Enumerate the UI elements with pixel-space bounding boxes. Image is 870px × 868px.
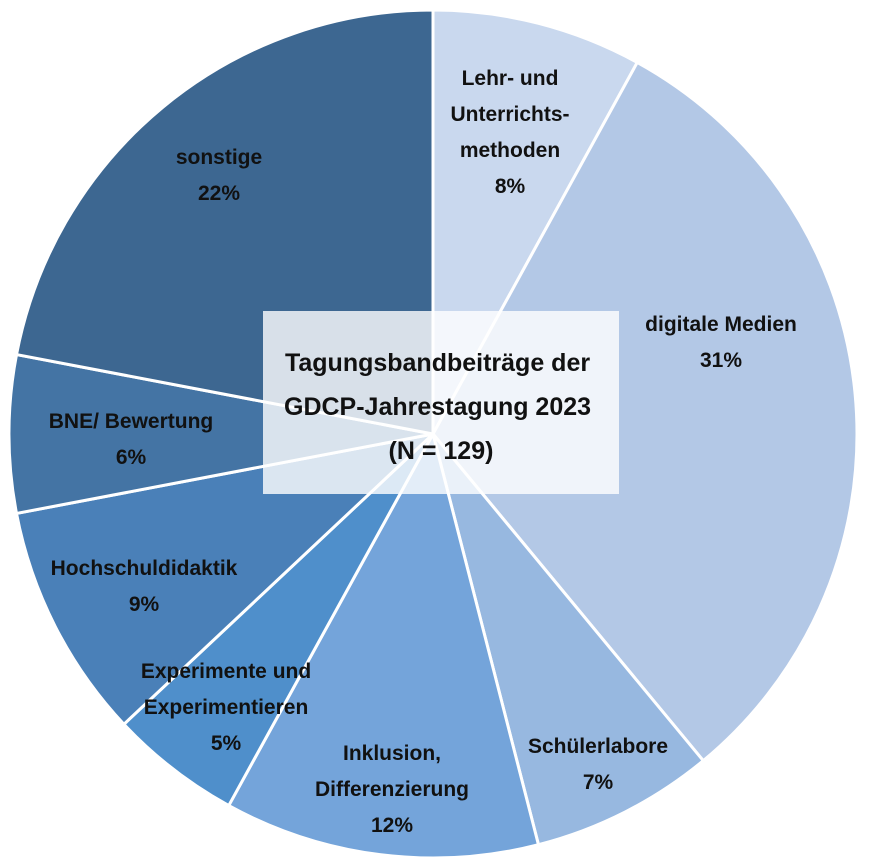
pie-slice-6 [15, 432, 435, 726]
slice-label-line: Experimente und [141, 660, 311, 683]
slice-label-line: Hochschuldidaktik [51, 557, 238, 580]
chart-title: Tagungsbandbeiträge der GDCP-Jahrestagun… [284, 349, 598, 465]
pie-slice-7 [7, 353, 435, 515]
slice-label-8: sonstige 22% [176, 146, 262, 205]
pie-slices [7, 8, 859, 860]
slice-label-1: Lehr- und Unterrichts-methoden 8% [450, 67, 569, 198]
slice-label-line: Differenzierung [315, 778, 469, 801]
slice-percent: 7% [583, 771, 614, 794]
slice-percent: 6% [116, 446, 147, 469]
chart-title-box [263, 311, 619, 494]
slice-label-6: Hochschuldidaktik 9% [51, 557, 238, 616]
slice-percent: 8% [495, 175, 526, 198]
slice-label-line: Schülerlabore [528, 735, 668, 758]
pie-slice-2 [431, 60, 859, 763]
slice-label-line: methoden [460, 139, 560, 162]
chart-title-line-2: GDCP-Jahrestagung 2023 [284, 393, 591, 421]
slice-label-3: Schülerlabore 7% [528, 735, 668, 794]
slice-label-4: Inklusion, Differenzierung 12% [315, 742, 469, 837]
slice-label-line: Experimentieren [144, 696, 309, 719]
slice-label-5: Experimente und Experimentieren 5% [141, 660, 311, 755]
slice-percent: 9% [129, 593, 160, 616]
pie-slice-4 [227, 432, 540, 860]
slice-label-7: BNE/ Bewertung 6% [49, 410, 214, 469]
chart-title-line-3: (N = 129) [389, 437, 494, 465]
chart-title-line-1: Tagungsbandbeiträge der [285, 349, 590, 377]
slice-label-2: digitale Medien 31% [645, 313, 797, 372]
slice-label-line: BNE/ Bewertung [49, 410, 214, 433]
slice-label-line: digitale Medien [645, 313, 797, 336]
slice-percent: 31% [700, 349, 742, 372]
slice-percent: 5% [211, 732, 242, 755]
slice-label-line: Lehr- und [462, 67, 559, 90]
slice-labels: Lehr- und Unterrichts-methoden 8% digitale … [49, 67, 797, 837]
slice-percent: 22% [198, 182, 240, 205]
slice-percent: 12% [371, 814, 413, 837]
slice-label-line: Inklusion, [343, 742, 441, 765]
slice-label-line: Unterrichts- [450, 103, 569, 126]
slice-label-line: sonstige [176, 146, 262, 169]
pie-slice-3 [431, 432, 705, 847]
